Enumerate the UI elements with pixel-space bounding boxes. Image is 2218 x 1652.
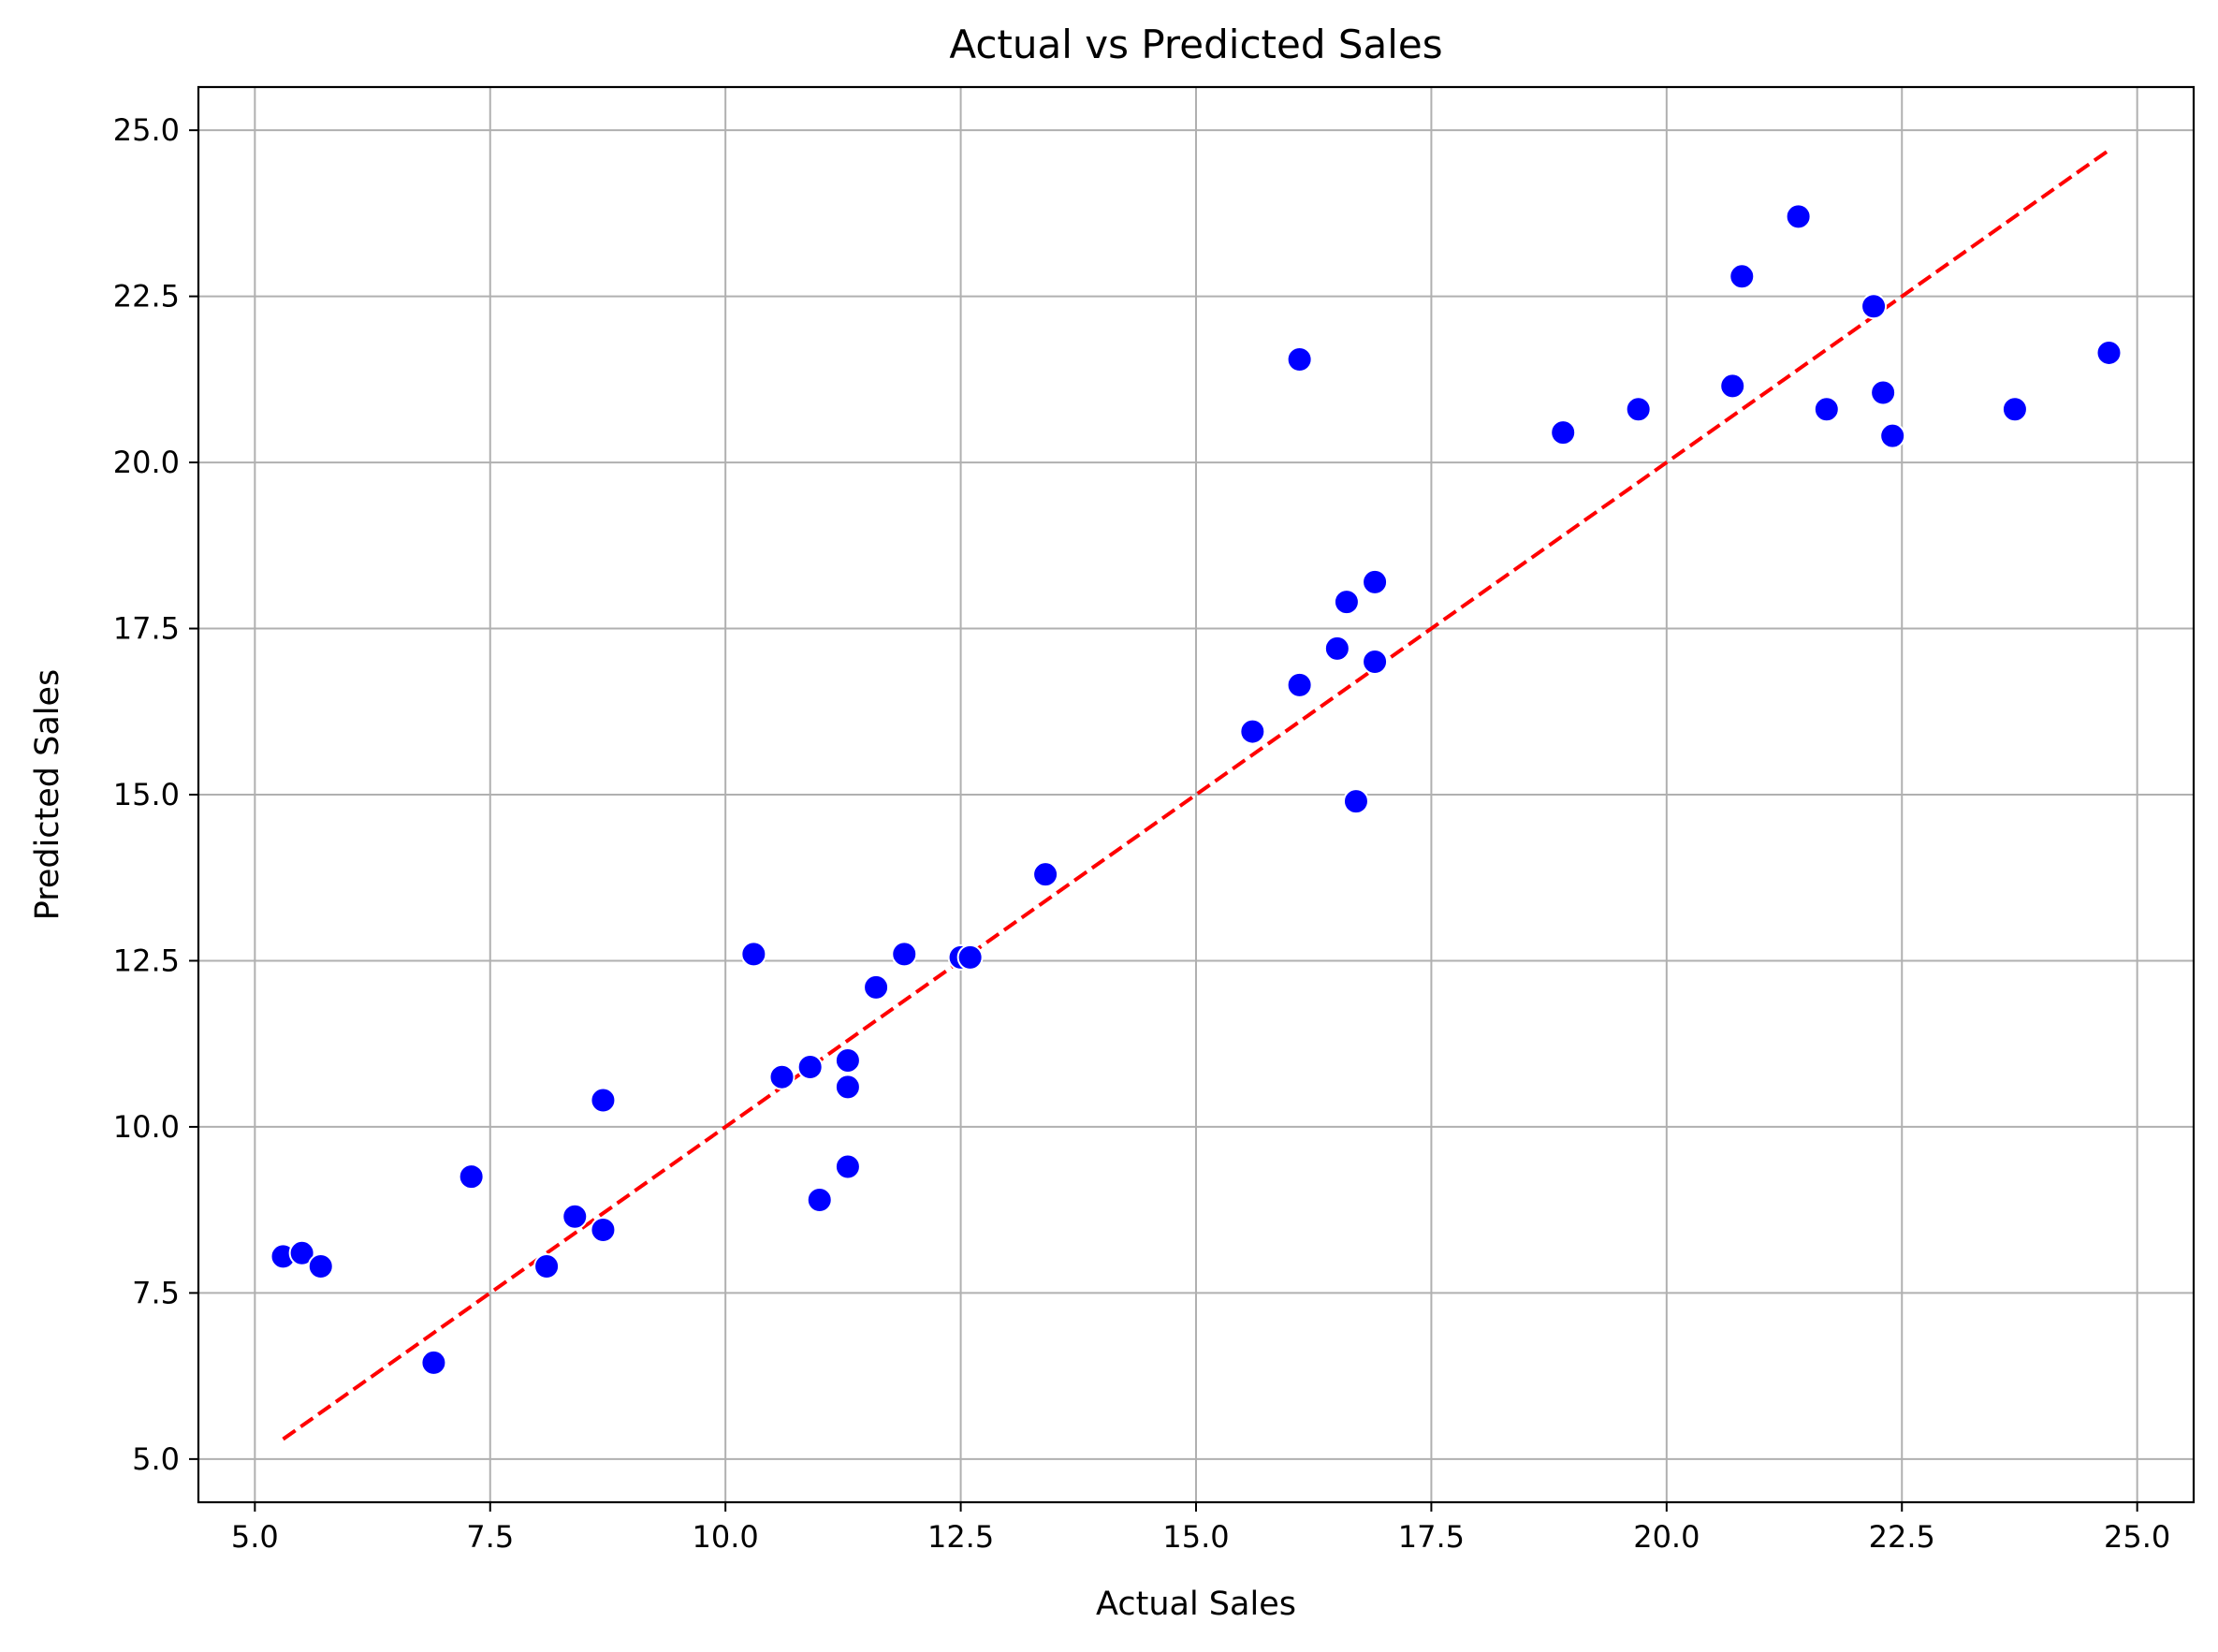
data-point <box>2003 397 2027 421</box>
x-tick-label: 25.0 <box>2104 1519 2170 1555</box>
data-point <box>1627 397 1651 421</box>
x-tick-label: 12.5 <box>927 1519 994 1555</box>
y-tick-label: 7.5 <box>132 1275 180 1310</box>
y-tick-label: 20.0 <box>113 445 180 480</box>
data-point <box>836 1075 860 1099</box>
data-point <box>421 1351 445 1375</box>
data-point <box>1363 570 1387 594</box>
data-point <box>892 942 916 966</box>
data-point <box>1720 373 1744 398</box>
data-point <box>1288 347 1312 372</box>
data-point <box>1288 673 1312 697</box>
data-point <box>864 975 888 1000</box>
x-tick-label: 17.5 <box>1398 1519 1465 1555</box>
data-point <box>562 1205 587 1229</box>
y-tick-label: 22.5 <box>113 279 180 314</box>
x-axis-label: Actual Sales <box>1096 1586 1296 1623</box>
data-point <box>1787 204 1811 228</box>
data-point <box>1861 294 1886 318</box>
data-point <box>770 1065 795 1089</box>
data-point <box>309 1254 333 1279</box>
x-tick-label: 20.0 <box>1633 1519 1700 1555</box>
data-point <box>958 945 983 970</box>
data-point <box>1344 789 1368 813</box>
data-point <box>1240 720 1264 744</box>
data-point <box>1363 650 1387 674</box>
data-point <box>2096 341 2121 365</box>
data-point <box>460 1164 484 1189</box>
data-point <box>808 1188 832 1212</box>
x-tick-label: 15.0 <box>1162 1519 1229 1555</box>
data-point <box>836 1155 860 1179</box>
y-tick-label: 17.5 <box>113 611 180 647</box>
y-tick-label: 15.0 <box>113 777 180 812</box>
data-point <box>836 1048 860 1073</box>
x-tick-label: 5.0 <box>231 1519 279 1555</box>
data-point <box>1335 590 1359 614</box>
data-point <box>1880 424 1904 448</box>
data-point <box>1815 397 1839 421</box>
y-axis-label: Predicted Sales <box>29 669 66 921</box>
data-point <box>798 1055 823 1079</box>
y-tick-label: 25.0 <box>113 112 180 148</box>
chart-title: Actual vs Predicted Sales <box>949 22 1442 67</box>
data-point <box>591 1089 615 1113</box>
x-tick-label: 10.0 <box>693 1519 759 1555</box>
y-tick-label: 10.0 <box>113 1109 180 1145</box>
data-point <box>741 942 766 966</box>
y-tick-label: 5.0 <box>132 1441 180 1477</box>
data-point <box>1551 420 1575 445</box>
data-point <box>1729 264 1754 288</box>
y-tick-label: 12.5 <box>113 943 180 978</box>
data-point <box>1033 862 1058 886</box>
data-point <box>591 1218 615 1242</box>
data-point <box>1871 381 1895 405</box>
x-tick-label: 7.5 <box>466 1519 514 1555</box>
data-point <box>1325 636 1350 661</box>
x-tick-label: 22.5 <box>1869 1519 1935 1555</box>
data-point <box>534 1254 559 1279</box>
